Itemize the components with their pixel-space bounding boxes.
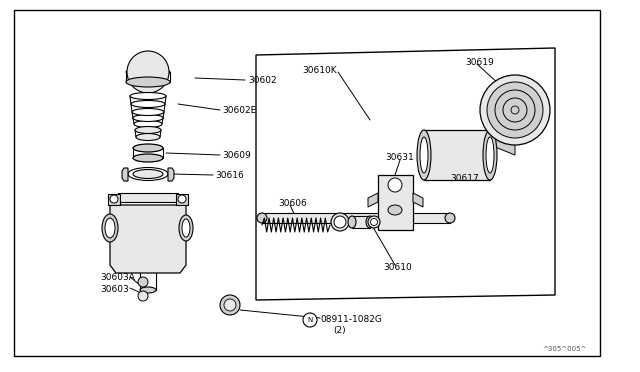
- Circle shape: [224, 299, 236, 311]
- Text: 30610: 30610: [383, 263, 412, 272]
- Text: N: N: [307, 317, 312, 323]
- Text: 08911-1082G: 08911-1082G: [320, 315, 382, 324]
- Ellipse shape: [179, 215, 193, 241]
- Ellipse shape: [420, 137, 428, 173]
- Polygon shape: [108, 194, 120, 205]
- Ellipse shape: [133, 115, 163, 122]
- Ellipse shape: [134, 121, 162, 128]
- Ellipse shape: [366, 216, 374, 228]
- Ellipse shape: [105, 218, 115, 238]
- Text: 30619: 30619: [465, 58, 493, 67]
- Polygon shape: [490, 130, 515, 155]
- Polygon shape: [413, 193, 423, 207]
- Ellipse shape: [133, 144, 163, 152]
- Circle shape: [110, 195, 118, 203]
- Ellipse shape: [135, 126, 161, 134]
- Polygon shape: [352, 216, 370, 228]
- Ellipse shape: [136, 134, 160, 141]
- Ellipse shape: [483, 130, 497, 180]
- Circle shape: [138, 277, 148, 287]
- Polygon shape: [176, 194, 188, 205]
- Ellipse shape: [133, 170, 163, 179]
- Text: 30610K: 30610K: [302, 65, 337, 74]
- Ellipse shape: [388, 205, 402, 215]
- Polygon shape: [110, 205, 186, 273]
- Text: 30603A: 30603A: [100, 273, 135, 282]
- Text: 30606: 30606: [278, 199, 307, 208]
- Ellipse shape: [511, 106, 519, 114]
- Text: ^305^005^: ^305^005^: [543, 346, 587, 352]
- Circle shape: [220, 295, 240, 315]
- Text: 30617: 30617: [450, 173, 479, 183]
- Text: (2): (2): [333, 326, 346, 334]
- Bar: [378, 175, 413, 230]
- Circle shape: [303, 313, 317, 327]
- Polygon shape: [168, 168, 174, 181]
- Polygon shape: [262, 213, 450, 223]
- Ellipse shape: [182, 219, 190, 237]
- Ellipse shape: [126, 68, 170, 76]
- Ellipse shape: [132, 109, 164, 115]
- Ellipse shape: [131, 100, 165, 108]
- Ellipse shape: [140, 287, 156, 293]
- Circle shape: [487, 82, 543, 138]
- Ellipse shape: [126, 77, 170, 87]
- Text: 30602E: 30602E: [222, 106, 256, 115]
- Ellipse shape: [368, 216, 380, 228]
- Polygon shape: [256, 48, 555, 300]
- Ellipse shape: [371, 218, 378, 225]
- Ellipse shape: [417, 130, 431, 180]
- Circle shape: [480, 75, 550, 145]
- Ellipse shape: [102, 214, 118, 242]
- Polygon shape: [368, 193, 378, 207]
- Circle shape: [127, 51, 169, 93]
- Ellipse shape: [130, 93, 166, 99]
- Ellipse shape: [334, 216, 346, 228]
- Polygon shape: [122, 168, 128, 181]
- Ellipse shape: [486, 137, 494, 173]
- Ellipse shape: [445, 213, 455, 223]
- Ellipse shape: [257, 213, 267, 223]
- Ellipse shape: [388, 178, 402, 192]
- Circle shape: [178, 195, 186, 203]
- Text: 30602: 30602: [248, 76, 276, 84]
- Ellipse shape: [331, 213, 349, 231]
- Ellipse shape: [133, 154, 163, 162]
- Polygon shape: [424, 130, 490, 180]
- Ellipse shape: [348, 216, 356, 228]
- Ellipse shape: [128, 167, 168, 180]
- Text: 30631: 30631: [385, 153, 413, 161]
- Text: 30616: 30616: [215, 170, 244, 180]
- Text: 30609: 30609: [222, 151, 251, 160]
- Circle shape: [138, 291, 148, 301]
- Polygon shape: [118, 193, 178, 202]
- Text: 30603: 30603: [100, 285, 129, 295]
